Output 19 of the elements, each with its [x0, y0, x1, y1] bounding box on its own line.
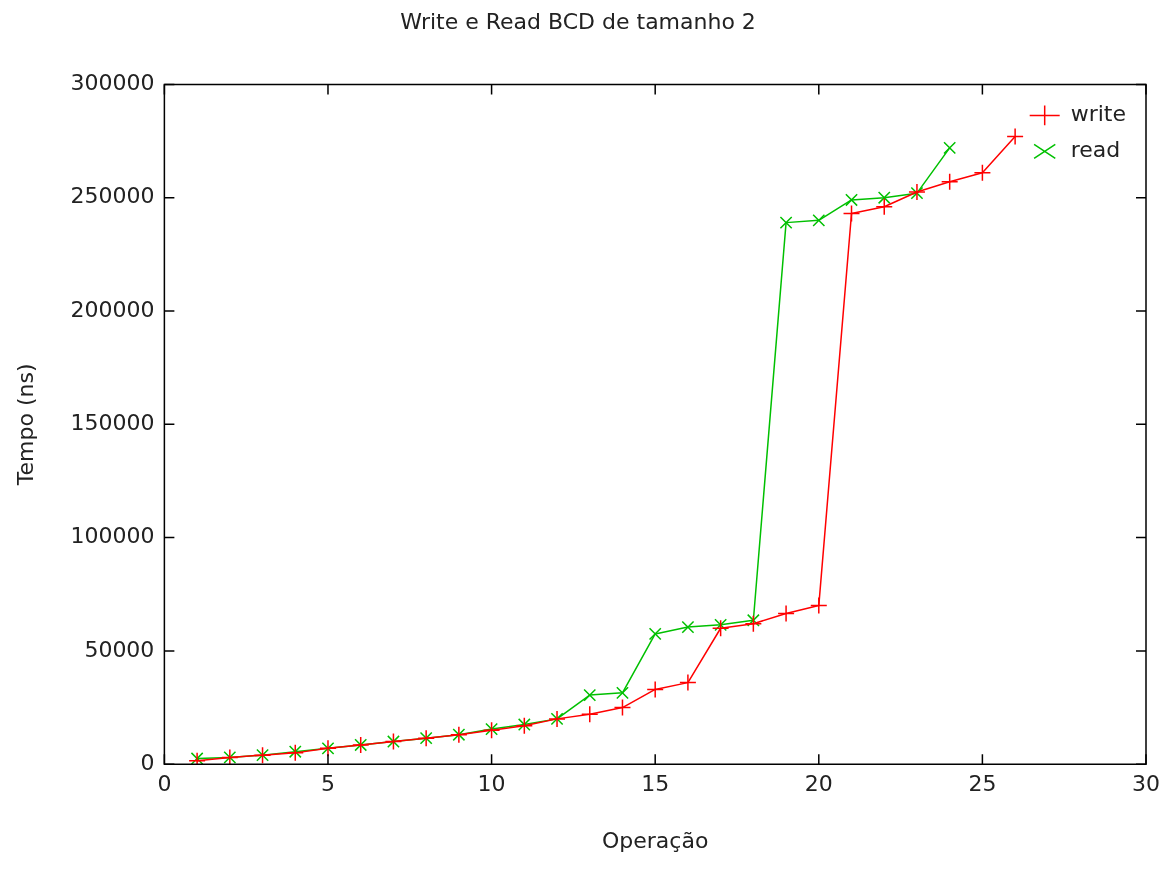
y-tick-label: 0	[140, 749, 155, 775]
y-tick-label: 50000	[84, 636, 155, 662]
x-tick-label: 10	[477, 771, 506, 797]
legend-label: write	[1070, 101, 1126, 127]
x-tick-label: 25	[968, 771, 997, 797]
y-tick-label: 100000	[70, 523, 155, 549]
x-tick-label: 30	[1132, 771, 1160, 797]
legend-label: read	[1070, 137, 1121, 163]
y-tick-label: 200000	[70, 296, 155, 322]
y-tick-label: 250000	[70, 183, 155, 209]
x-tick-label: 0	[157, 771, 172, 797]
x-axis-title: Operação	[602, 827, 709, 853]
x-tick-label: 20	[804, 771, 833, 797]
x-tick-label: 5	[320, 771, 335, 797]
y-axis-title: Tempo (ns)	[12, 363, 38, 487]
chart-title: Write e Read BCD de tamanho 2	[400, 8, 756, 34]
y-tick-label: 300000	[70, 70, 155, 96]
y-tick-label: 150000	[70, 410, 155, 436]
x-tick-label: 15	[641, 771, 670, 797]
